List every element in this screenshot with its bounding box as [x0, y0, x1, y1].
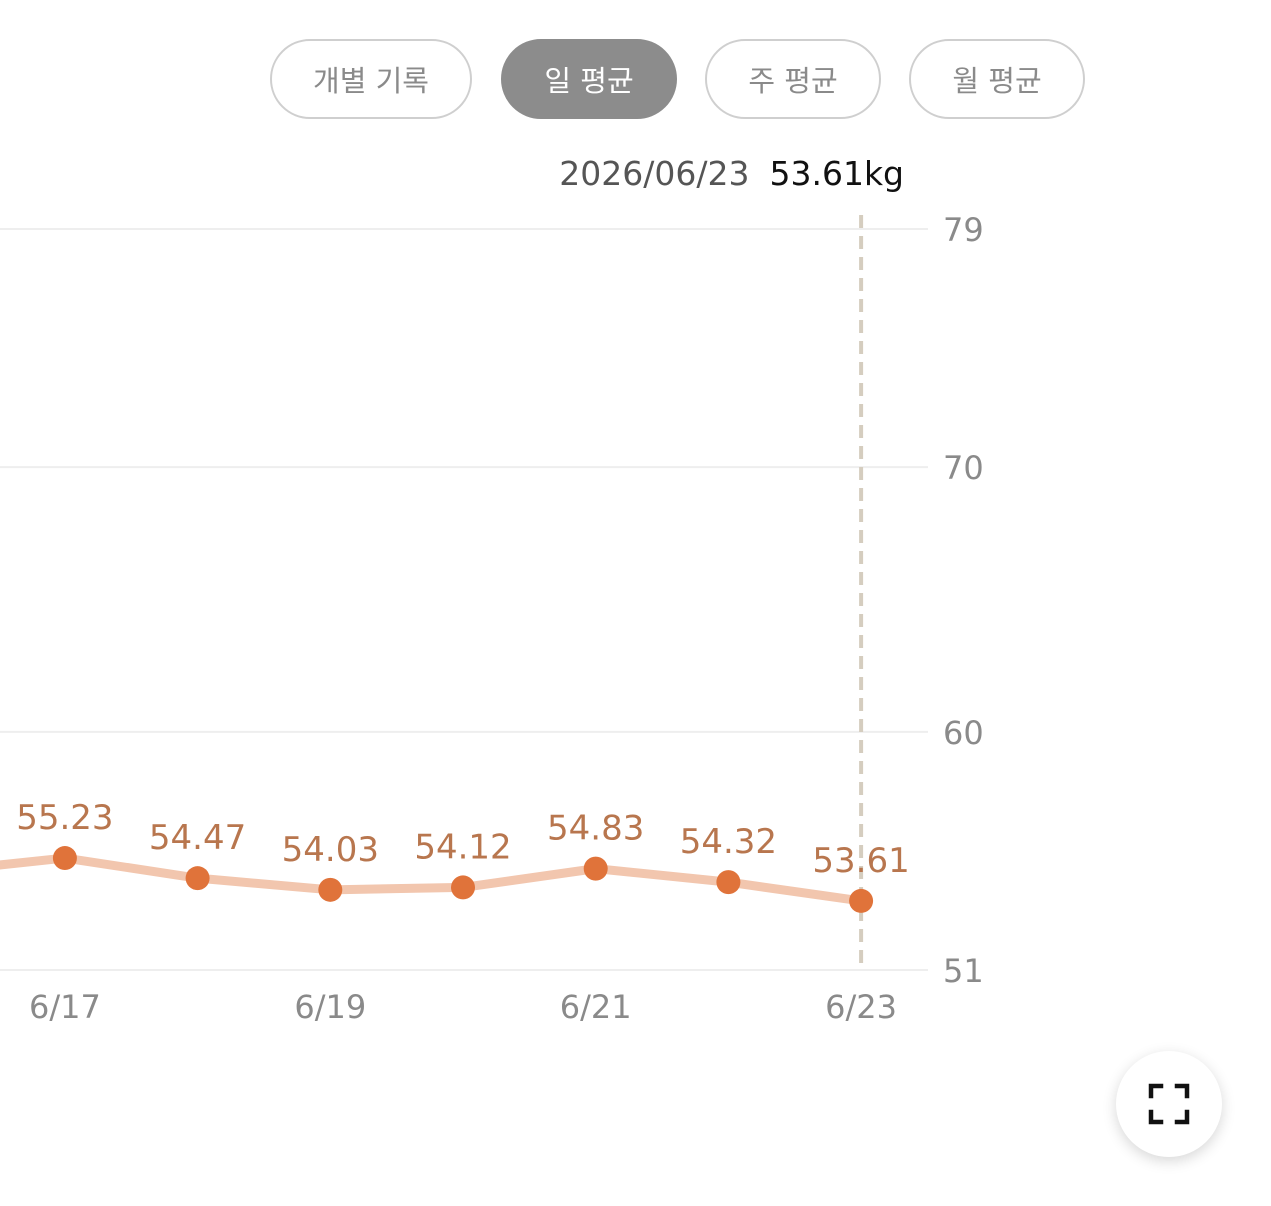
y-tick-label: 60	[943, 714, 984, 752]
data-point	[318, 877, 343, 902]
expand-corners-icon	[1148, 1083, 1190, 1125]
y-tick-label: 79	[943, 211, 984, 249]
data-label: 54.12	[414, 827, 511, 867]
data-label: 54.32	[680, 822, 777, 862]
data-point	[185, 866, 210, 891]
period-tabs: 개별 기록 일 평균 주 평균 월 평균	[270, 39, 1090, 123]
data-point	[583, 856, 608, 881]
fullscreen-button[interactable]	[1116, 1051, 1222, 1157]
x-tick-label: 6/17	[29, 988, 101, 1026]
tab-weekly-average[interactable]: 주 평균	[705, 39, 881, 119]
x-tick-label: 6/23	[825, 988, 897, 1026]
tab-monthly-average[interactable]: 월 평균	[909, 39, 1085, 119]
data-point	[52, 846, 77, 871]
data-point	[849, 888, 874, 913]
data-point	[716, 870, 741, 895]
data-label: 54.83	[547, 809, 644, 849]
data-label: 54.47	[149, 818, 246, 858]
readout-date: 2026/06/23	[559, 153, 750, 193]
data-label: 55.23	[16, 798, 113, 838]
selected-point-readout: 2026/06/23 53.61kg	[559, 148, 904, 198]
x-tick-label: 6/19	[294, 988, 366, 1026]
y-tick-label: 70	[943, 449, 984, 487]
x-tick-label: 6/21	[560, 988, 632, 1026]
data-point	[451, 875, 475, 900]
data-label: 54.03	[282, 830, 379, 870]
readout-value: 53.61kg	[769, 153, 904, 193]
y-tick-label: 51	[943, 952, 984, 990]
tab-individual-records[interactable]: 개별 기록	[270, 39, 472, 119]
data-label: 53.61	[812, 841, 909, 881]
tab-daily-average[interactable]: 일 평균	[501, 39, 677, 119]
